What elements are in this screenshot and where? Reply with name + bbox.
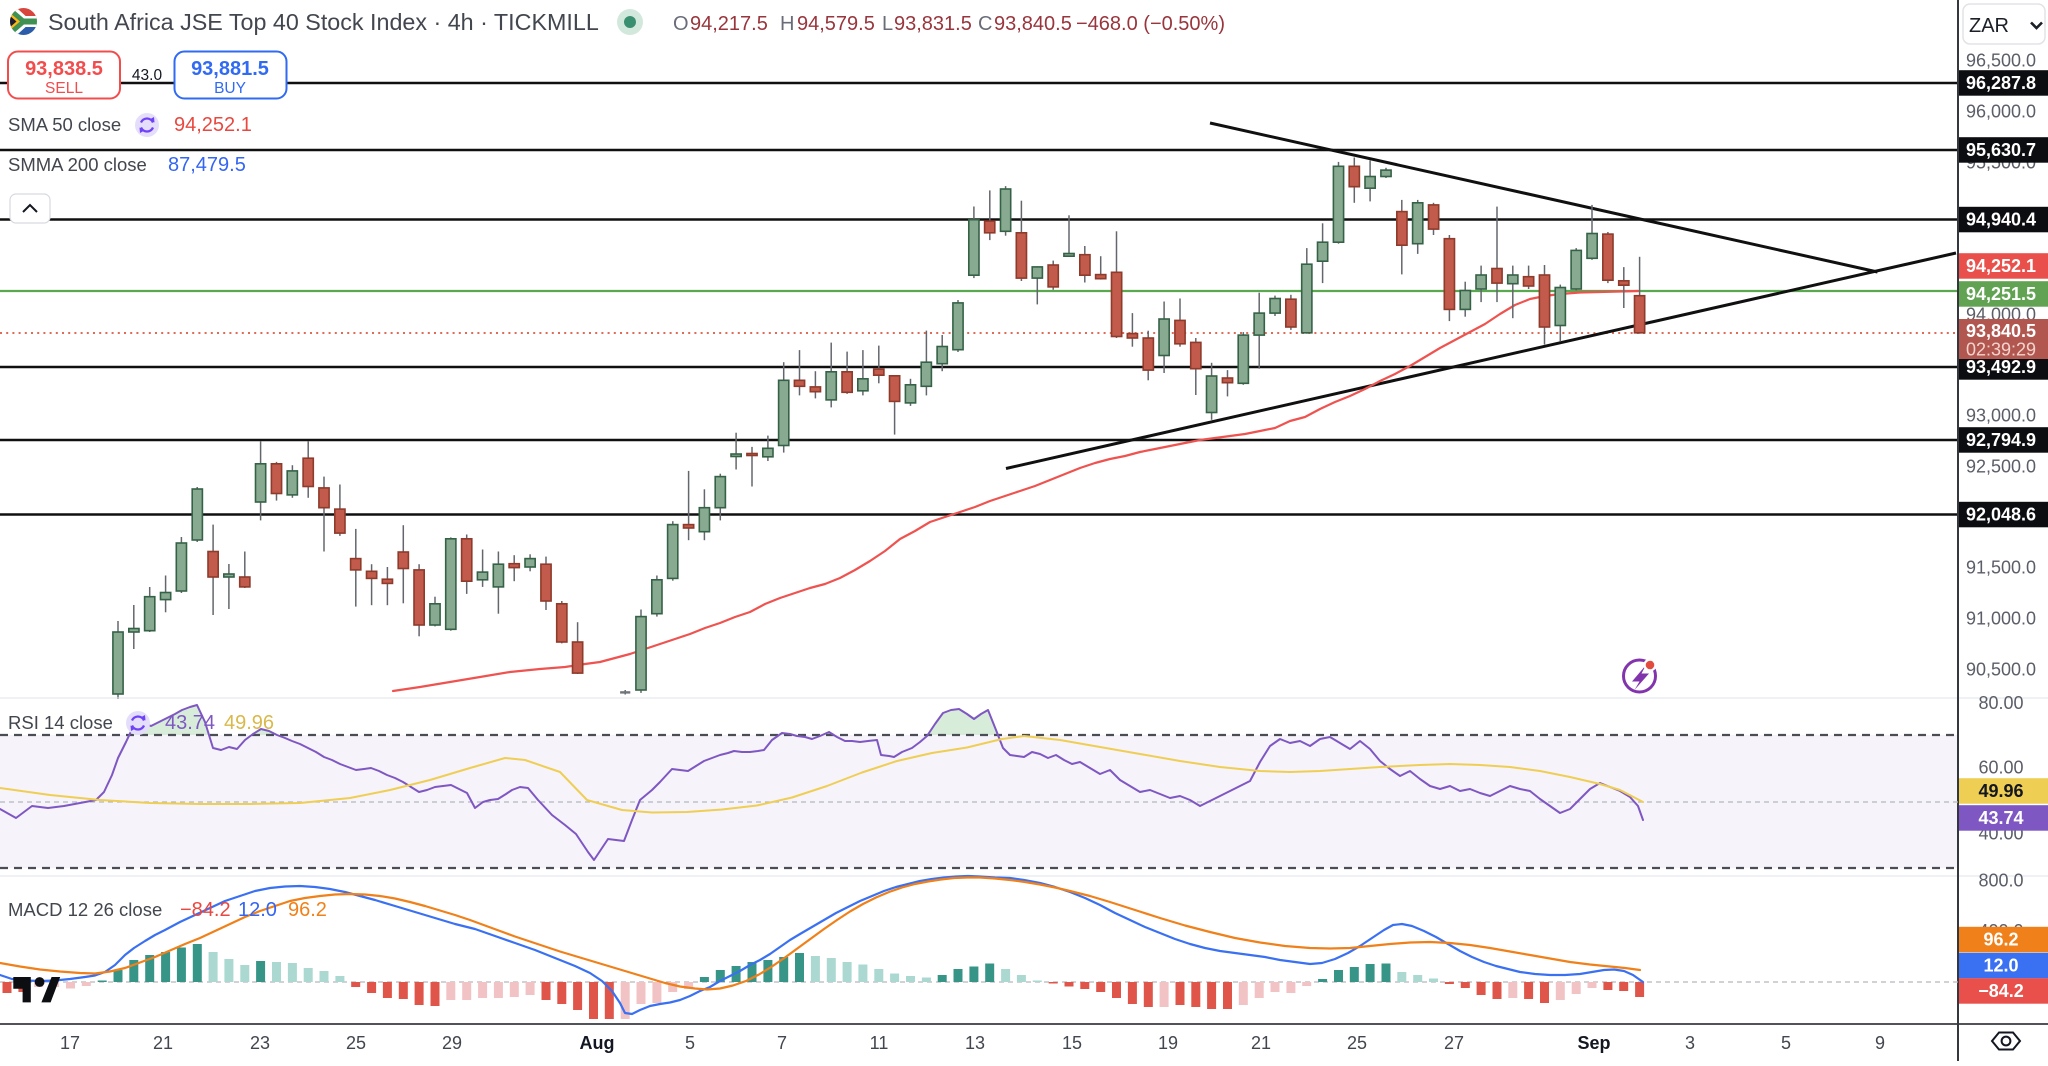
svg-text:29: 29 [442,1033,462,1053]
svg-text:92,500.0: 92,500.0 [1966,457,2036,477]
svg-text:L: L [882,13,893,35]
svg-text:93,840.5: 93,840.5 [994,13,1072,35]
svg-text:92,794.9: 92,794.9 [1966,430,2036,450]
svg-text:SMA 50 close: SMA 50 close [8,114,121,135]
svg-text:H: H [780,13,794,35]
svg-text:49.96: 49.96 [224,712,274,734]
svg-text:Sep: Sep [1577,1033,1610,1053]
svg-text:5: 5 [685,1033,695,1053]
svg-text:96,000.0: 96,000.0 [1966,102,2036,122]
svg-text:43.74: 43.74 [1978,808,2023,828]
svg-text:South Africa JSE Top 40 Stock: South Africa JSE Top 40 Stock Index · 4h… [48,9,599,35]
svg-text:BUY: BUY [214,80,246,97]
svg-text:21: 21 [1251,1033,1271,1053]
svg-text:23: 23 [250,1033,270,1053]
svg-text:94,940.4: 94,940.4 [1966,210,2036,230]
svg-text:94,252.1: 94,252.1 [174,114,252,136]
svg-text:19: 19 [1158,1033,1178,1053]
svg-text:3: 3 [1685,1033,1695,1053]
svg-text:5: 5 [1781,1033,1791,1053]
svg-text:Aug: Aug [580,1033,615,1053]
svg-text:96.2: 96.2 [288,899,327,921]
svg-text:93,840.5: 93,840.5 [1966,321,2036,341]
svg-text:MACD 12 26 close: MACD 12 26 close [8,899,162,920]
svg-text:12.0: 12.0 [238,899,277,921]
svg-text:25: 25 [346,1033,366,1053]
svg-text:02:39:29: 02:39:29 [1966,340,2036,360]
svg-text:93,831.5: 93,831.5 [894,13,972,35]
svg-text:94,251.5: 94,251.5 [1966,284,2036,304]
svg-text:49.96: 49.96 [1978,781,2023,801]
svg-text:60.00: 60.00 [1978,758,2023,778]
svg-text:SMMA 200 close: SMMA 200 close [8,154,147,175]
svg-text:94,252.1: 94,252.1 [1966,256,2036,276]
svg-text:43.74: 43.74 [165,712,215,734]
svg-text:91,000.0: 91,000.0 [1966,609,2036,629]
svg-text:11: 11 [870,1033,889,1053]
svg-text:25: 25 [1347,1033,1367,1053]
svg-text:93,881.5: 93,881.5 [191,58,269,80]
svg-text:9: 9 [1875,1033,1885,1053]
svg-text:93,492.9: 93,492.9 [1966,357,2036,377]
svg-text:7: 7 [777,1033,787,1053]
svg-text:94,217.5: 94,217.5 [690,13,768,35]
svg-text:15: 15 [1062,1033,1082,1053]
svg-text:94,579.5: 94,579.5 [797,13,875,35]
svg-text:87,479.5: 87,479.5 [168,154,246,176]
svg-text:27: 27 [1444,1033,1464,1053]
svg-text:−84.2: −84.2 [180,899,231,921]
svg-text:43.0: 43.0 [132,67,163,84]
svg-text:O: O [673,13,689,35]
svg-text:−84.2: −84.2 [1978,981,2024,1001]
svg-text:−468.0 (−0.50%): −468.0 (−0.50%) [1076,13,1225,35]
svg-text:96.2: 96.2 [1983,930,2018,950]
svg-text:90,500.0: 90,500.0 [1966,660,2036,680]
svg-text:21: 21 [153,1033,173,1053]
svg-text:93,838.5: 93,838.5 [25,58,103,80]
svg-text:17: 17 [60,1033,80,1053]
svg-text:SELL: SELL [45,80,83,97]
svg-text:91,500.0: 91,500.0 [1966,558,2036,578]
svg-text:92,048.6: 92,048.6 [1966,505,2036,525]
svg-text:93,000.0: 93,000.0 [1966,406,2036,426]
svg-text:ZAR: ZAR [1969,15,2009,37]
svg-text:80.00: 80.00 [1978,693,2023,713]
svg-text:96,500.0: 96,500.0 [1966,51,2036,71]
svg-text:12.0: 12.0 [1983,956,2018,976]
svg-text:13: 13 [965,1033,985,1053]
svg-text:96,287.8: 96,287.8 [1966,73,2036,93]
svg-text:800.0: 800.0 [1978,871,2023,891]
svg-text:95,630.7: 95,630.7 [1966,140,2036,160]
svg-text:C: C [978,13,992,35]
svg-text:RSI 14 close: RSI 14 close [8,712,113,733]
